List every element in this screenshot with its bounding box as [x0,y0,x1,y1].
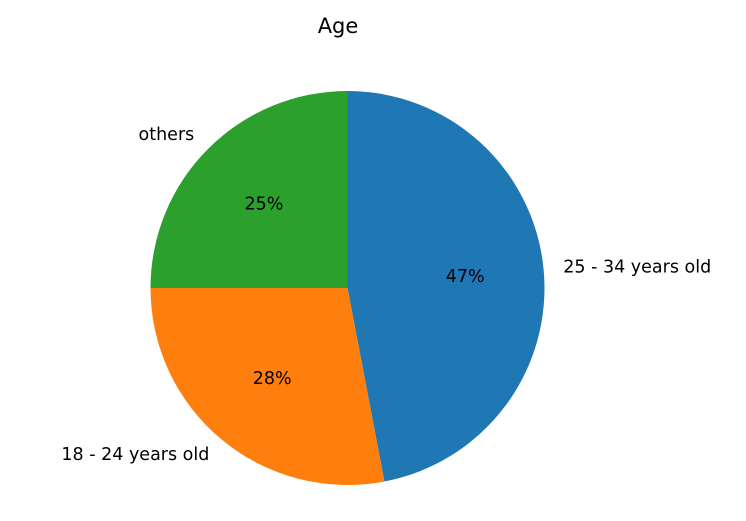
pie-slices [150,91,545,486]
category-label-others: others [139,125,195,145]
category-labels: 25 - 34 years old 18 - 24 years old others [61,125,711,465]
category-label-25-34-years-old: 25 - 34 years old [563,258,711,278]
chart-title: Age [318,14,359,38]
pie-slice-others [150,91,348,288]
percent-label-18-24-years-old: 28% [253,369,292,389]
percent-label-others: 25% [244,194,283,214]
pie-slice-25-34-years-old [347,91,545,482]
category-label-18-24-years-old: 18 - 24 years old [61,445,209,465]
percent-label-25-34-years-old: 47% [446,267,485,287]
pie-slice-18-24-years-old [150,288,385,486]
percent-labels: 47% 28% 25% [244,194,484,389]
